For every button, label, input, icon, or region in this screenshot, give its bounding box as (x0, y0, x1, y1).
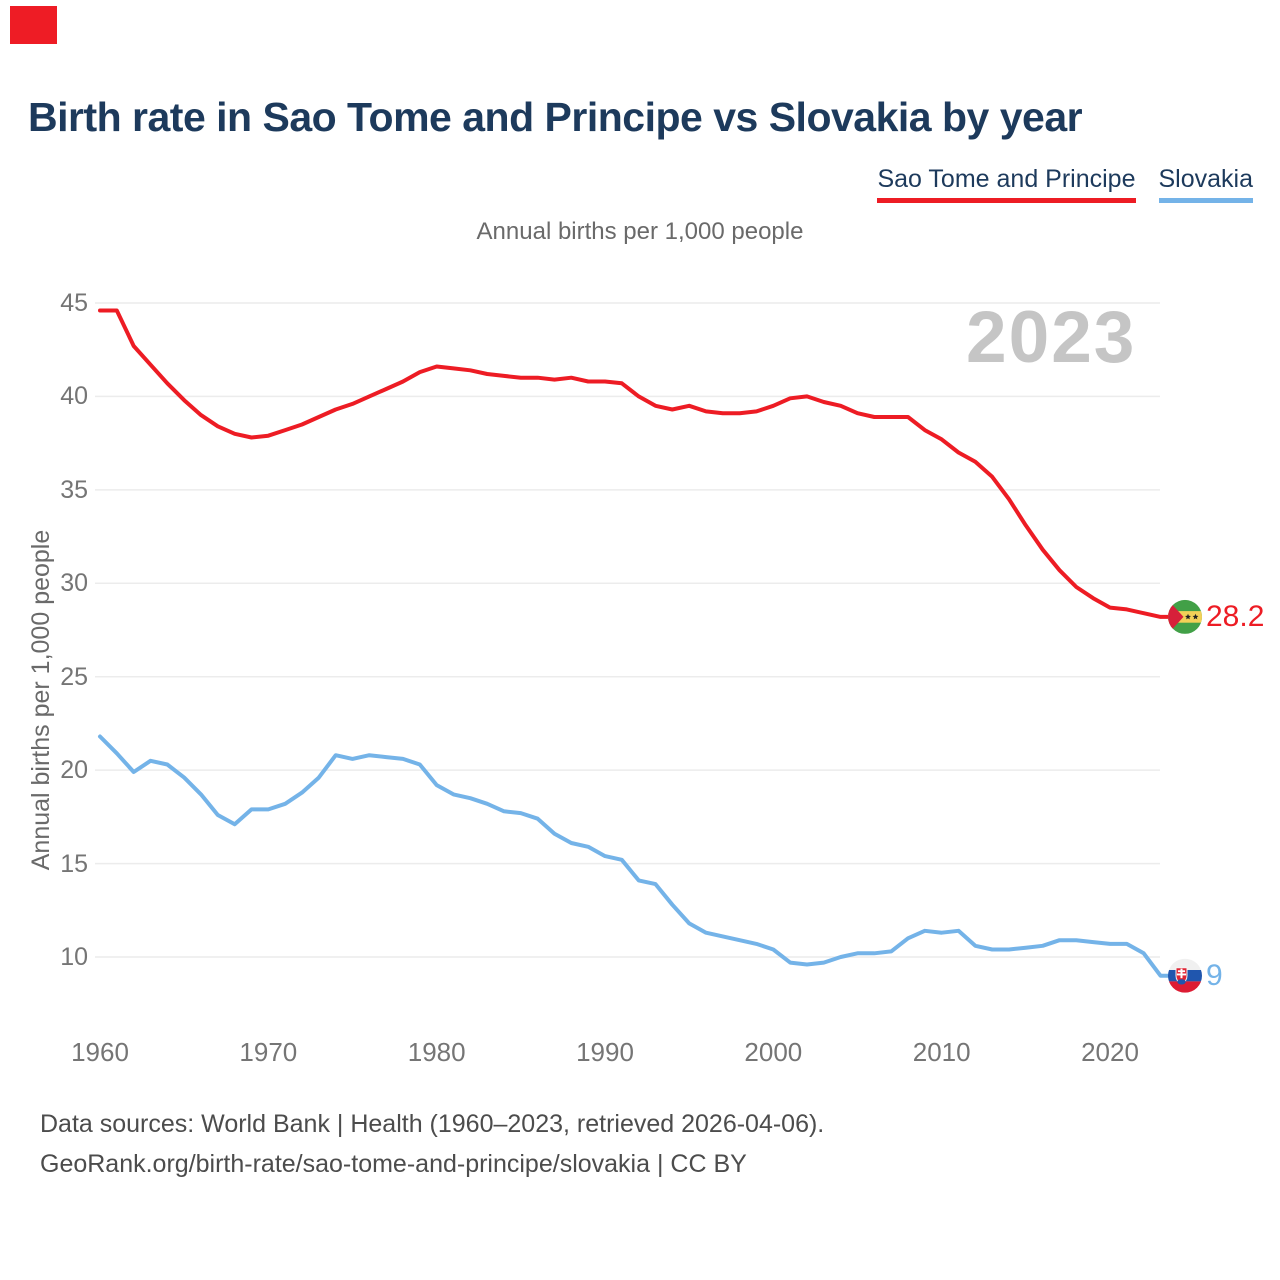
x-tick-label: 1990 (576, 1037, 634, 1067)
y-tick-label: 25 (60, 662, 88, 691)
y-tick-label: 20 (60, 756, 88, 785)
y-tick-label: 40 (60, 382, 88, 411)
y-tick-label: 45 (60, 289, 88, 317)
y-tick-label: 15 (60, 849, 88, 878)
legend-underline-sao-tome-and-principe (877, 198, 1136, 203)
x-tick-label: 2010 (912, 1037, 971, 1067)
legend-label-slovakia: Slovakia (1158, 165, 1254, 193)
x-tick-label: 2020 (1081, 1037, 1139, 1067)
footer-data-sources: Data sources: World Bank | Health (1960–… (40, 1110, 825, 1138)
series-line-sao-tome (98, 308, 1187, 619)
x-tick-label: 1980 (407, 1037, 466, 1067)
chart-subtitle: Annual births per 1,000 people (476, 218, 804, 245)
x-tick-label: 2000 (744, 1037, 803, 1067)
series-end-value-slovakia: 9 (1206, 958, 1223, 992)
legend: Sao Tome and Principe Slovakia (877, 165, 1253, 203)
footer: Data sources: World Bank | Health (1960–… (40, 1104, 824, 1184)
y-tick-label: 10 (60, 943, 88, 971)
x-tick-label: 1960 (71, 1037, 129, 1067)
footer-attribution-link[interactable]: GeoRank.org/birth-rate/sao-tome-and-prin… (40, 1150, 747, 1178)
slovakia-flag-icon (1168, 958, 1202, 993)
x-tick-label: 1970 (239, 1037, 298, 1067)
page-title: Birth rate in Sao Tome and Principe vs S… (28, 94, 1083, 140)
series-line-slovakia (98, 734, 1187, 978)
y-tick-label: 30 (60, 569, 88, 598)
y-tick-label: 35 (60, 475, 88, 504)
legend-item-slovakia[interactable]: Slovakia (1158, 165, 1254, 203)
watermark-year: 2023 (966, 297, 1137, 378)
legend-underline-slovakia (1158, 198, 1253, 203)
series-end-value-sao-tome: 28.2 (1206, 599, 1265, 633)
legend-label-sao-tome-and-principe: Sao Tome and Principe (877, 165, 1136, 193)
brand-mark (10, 6, 57, 44)
sao-tome-flag-icon (1168, 599, 1202, 634)
legend-item-sao-tome-and-principe[interactable]: Sao Tome and Principe (877, 165, 1136, 203)
